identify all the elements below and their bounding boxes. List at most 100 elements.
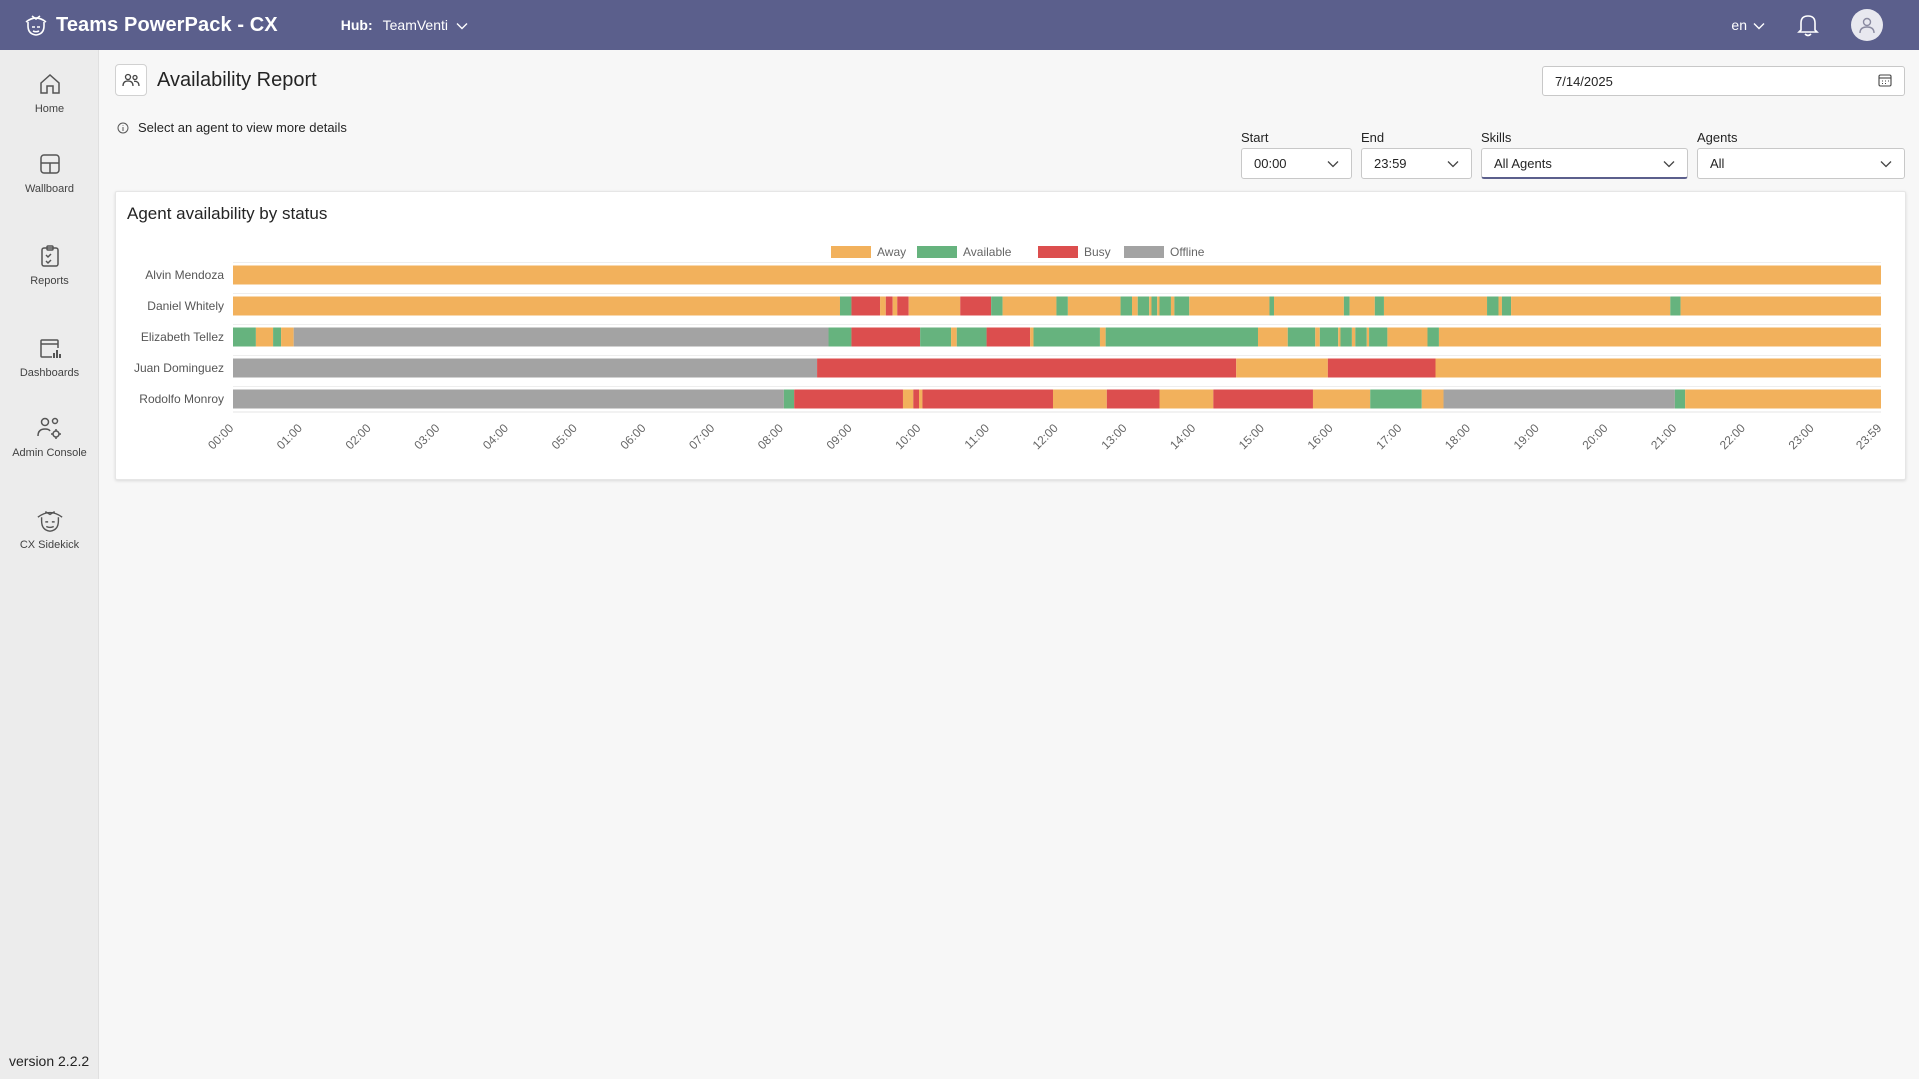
status-segment-away[interactable] xyxy=(1030,327,1034,347)
status-segment-away[interactable] xyxy=(908,296,961,316)
status-segment-available[interactable] xyxy=(273,327,282,347)
status-segment-away[interactable] xyxy=(1498,296,1502,316)
status-segment-available[interactable] xyxy=(1056,296,1068,316)
status-segment-away[interactable] xyxy=(951,327,957,347)
status-segment-available[interactable] xyxy=(1287,327,1316,347)
status-segment-available[interactable] xyxy=(1269,296,1275,316)
status-segment-away[interactable] xyxy=(1149,296,1152,316)
status-segment-busy[interactable] xyxy=(817,358,1237,378)
status-segment-busy[interactable] xyxy=(913,389,919,409)
agent-label[interactable]: Juan Dominguez xyxy=(134,361,224,375)
status-segment-available[interactable] xyxy=(1137,296,1150,316)
status-segment-busy[interactable] xyxy=(794,389,903,409)
skills-select[interactable]: All Agents xyxy=(1481,148,1688,179)
status-segment-away[interactable] xyxy=(1274,296,1344,316)
calendar-icon[interactable] xyxy=(1878,73,1892,90)
end-time-select[interactable]: 23:59 xyxy=(1361,148,1472,179)
status-segment-away[interactable] xyxy=(1052,389,1107,409)
status-segment-away[interactable] xyxy=(1351,327,1356,347)
legend-label-offline[interactable]: Offline xyxy=(1170,245,1205,259)
status-segment-away[interactable] xyxy=(1312,389,1371,409)
sidebar-item-admin-console[interactable]: Admin Console xyxy=(0,414,99,459)
status-segment-available[interactable] xyxy=(1105,327,1258,347)
status-segment-away[interactable] xyxy=(1438,327,1881,347)
start-time-select[interactable]: 00:00 xyxy=(1241,148,1352,179)
status-segment-away[interactable] xyxy=(1338,327,1341,347)
brand[interactable]: Teams PowerPack - CX xyxy=(22,11,278,39)
agent-label[interactable]: Rodolfo Monroy xyxy=(139,392,224,406)
status-segment-away[interactable] xyxy=(1099,327,1106,347)
sidebar-item-cx-sidekick[interactable]: CX Sidekick xyxy=(0,506,99,551)
status-segment-away[interactable] xyxy=(1189,296,1270,316)
agent-label[interactable]: Daniel Whitely xyxy=(147,299,224,313)
status-segment-busy[interactable] xyxy=(851,296,881,316)
status-segment-available[interactable] xyxy=(1370,389,1422,409)
status-segment-busy[interactable] xyxy=(922,389,1053,409)
status-segment-busy[interactable] xyxy=(960,296,992,316)
status-segment-away[interactable] xyxy=(892,296,898,316)
status-segment-offline[interactable] xyxy=(233,358,818,378)
status-segment-busy[interactable] xyxy=(1213,389,1313,409)
status-segment-away[interactable] xyxy=(1132,296,1138,316)
status-segment-away[interactable] xyxy=(1680,296,1881,316)
status-segment-away[interactable] xyxy=(1685,389,1881,409)
status-segment-away[interactable] xyxy=(1349,296,1375,316)
legend-swatch-available[interactable] xyxy=(917,246,957,258)
status-segment-available[interactable] xyxy=(1369,327,1388,347)
people-icon[interactable] xyxy=(115,64,147,96)
status-segment-away[interactable] xyxy=(1159,389,1214,409)
legend-label-available[interactable]: Available xyxy=(963,245,1012,259)
status-segment-away[interactable] xyxy=(1236,358,1328,378)
status-segment-available[interactable] xyxy=(783,389,795,409)
status-segment-available[interactable] xyxy=(991,296,1003,316)
status-segment-away[interactable] xyxy=(1366,327,1370,347)
status-segment-away[interactable] xyxy=(233,296,840,316)
hub-selector[interactable]: Hub: TeamVenti xyxy=(341,17,468,33)
status-segment-away[interactable] xyxy=(1421,389,1444,409)
language-selector[interactable]: en xyxy=(1731,17,1771,33)
status-segment-available[interactable] xyxy=(1427,327,1439,347)
status-segment-available[interactable] xyxy=(828,327,852,347)
status-segment-available[interactable] xyxy=(1355,327,1367,347)
status-segment-away[interactable] xyxy=(1315,327,1320,347)
status-segment-busy[interactable] xyxy=(851,327,921,347)
date-picker[interactable]: 7/14/2025 xyxy=(1542,66,1905,96)
agent-label[interactable]: Elizabeth Tellez xyxy=(141,330,224,344)
status-segment-away[interactable] xyxy=(1383,296,1488,316)
status-segment-away[interactable] xyxy=(1387,327,1428,347)
status-segment-available[interactable] xyxy=(920,327,952,347)
status-segment-away[interactable] xyxy=(233,265,1881,285)
status-segment-away[interactable] xyxy=(255,327,274,347)
status-segment-offline[interactable] xyxy=(1443,389,1675,409)
status-segment-away[interactable] xyxy=(919,389,923,409)
status-segment-away[interactable] xyxy=(902,389,914,409)
status-segment-available[interactable] xyxy=(1174,296,1190,316)
status-segment-available[interactable] xyxy=(1670,296,1681,316)
status-segment-away[interactable] xyxy=(880,296,886,316)
status-segment-available[interactable] xyxy=(1501,296,1512,316)
status-segment-available[interactable] xyxy=(233,327,256,347)
status-segment-available[interactable] xyxy=(1374,296,1384,316)
status-segment-available[interactable] xyxy=(1319,327,1339,347)
user-avatar[interactable] xyxy=(1851,9,1883,41)
sidebar-item-reports[interactable]: Reports xyxy=(0,242,99,287)
status-segment-away[interactable] xyxy=(1002,296,1057,316)
status-segment-available[interactable] xyxy=(1487,296,1499,316)
legend-swatch-away[interactable] xyxy=(831,246,871,258)
status-segment-busy[interactable] xyxy=(1327,358,1436,378)
sidebar-item-dashboards[interactable]: Dashboards xyxy=(0,334,99,379)
status-segment-available[interactable] xyxy=(1674,389,1686,409)
status-segment-away[interactable] xyxy=(1435,358,1882,378)
status-segment-away[interactable] xyxy=(1067,296,1121,316)
status-segment-away[interactable] xyxy=(1257,327,1288,347)
agents-select[interactable]: All xyxy=(1697,148,1905,179)
status-segment-offline[interactable] xyxy=(233,389,784,409)
status-segment-busy[interactable] xyxy=(1106,389,1160,409)
legend-label-busy[interactable]: Busy xyxy=(1084,245,1111,259)
status-segment-available[interactable] xyxy=(1151,296,1158,316)
status-segment-available[interactable] xyxy=(1120,296,1133,316)
sidebar-item-home[interactable]: Home xyxy=(0,70,99,115)
status-segment-away[interactable] xyxy=(281,327,294,347)
legend-swatch-busy[interactable] xyxy=(1038,246,1078,258)
status-segment-available[interactable] xyxy=(1033,327,1100,347)
